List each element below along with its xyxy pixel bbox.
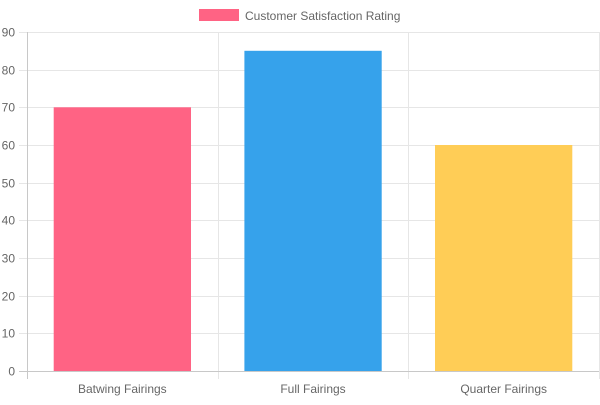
y-tick-label: 60 xyxy=(2,139,16,153)
bars xyxy=(53,50,573,372)
x-tick-label: Batwing Fairings xyxy=(78,382,167,396)
y-tick-label: 80 xyxy=(2,64,16,78)
bar[interactable] xyxy=(244,50,382,372)
y-tick-label: 70 xyxy=(2,101,16,115)
y-tick-label: 20 xyxy=(2,290,16,304)
x-tick-label: Full Fairings xyxy=(280,382,345,396)
legend[interactable]: Customer Satisfaction Rating xyxy=(199,9,400,23)
axes xyxy=(19,32,599,379)
y-tick-label: 30 xyxy=(2,252,16,266)
tick-labels: 0 10 20 30 40 50 60 70 80 90 Batwing Fairings Full … xyxy=(2,26,547,397)
y-tick-label: 90 xyxy=(2,26,16,40)
x-tick-label: Quarter Fairings xyxy=(460,382,547,396)
y-tick-label: 0 xyxy=(8,365,15,379)
legend-label[interactable]: Customer Satisfaction Rating xyxy=(245,9,400,23)
y-tick-label: 50 xyxy=(2,177,16,191)
legend-swatch[interactable] xyxy=(199,9,239,21)
y-tick-label: 40 xyxy=(2,214,16,228)
y-tick-label: 10 xyxy=(2,327,16,341)
bar[interactable] xyxy=(435,145,573,371)
bar[interactable] xyxy=(53,107,192,372)
